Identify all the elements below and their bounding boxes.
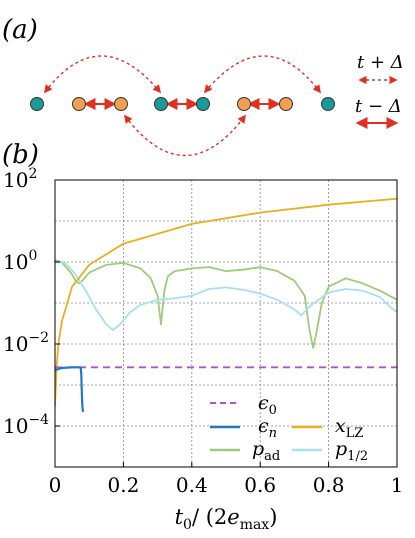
panel-a: (a) t + Δ t − Δ: [2, 15, 404, 157]
panel-b-label: (b): [2, 140, 39, 170]
hop-legend-t-minus: t − Δ: [355, 96, 402, 117]
x-axis-label: t0/ (2emax): [175, 505, 278, 533]
site-teal: [154, 97, 168, 111]
legend: ϵ0 ϵn xLZ pad p1/2: [210, 392, 368, 464]
y-axis-ticks: 102 100 10−2 10−4: [3, 166, 60, 438]
plot-frame: [54, 179, 398, 468]
x-tick-label: 0.2: [107, 473, 139, 497]
legend-label-p12: p1/2: [335, 438, 368, 464]
y-tick-label: 10−4: [3, 412, 49, 438]
series-layer: [55, 197, 397, 413]
series-line: [55, 259, 397, 349]
site-orange: [72, 97, 86, 111]
hop-arc-bottom: [123, 114, 247, 157]
x-tick-label: 0: [49, 473, 62, 497]
x-tick-label: 1: [391, 473, 404, 497]
site-teal: [196, 97, 210, 111]
hop-arc-top-left: [43, 55, 162, 94]
y-tick-label: 10−2: [3, 330, 49, 356]
panel-a-label: (a): [2, 15, 38, 45]
x-tick-label: 0.4: [176, 473, 208, 497]
site-teal: [30, 97, 44, 111]
series-line: [55, 197, 397, 407]
site-teal: [321, 97, 335, 111]
hop-arc-top-right: [203, 55, 322, 94]
legend-label-pad: pad: [252, 438, 280, 464]
hop-legend-t-plus: t + Δ: [357, 52, 404, 73]
site-orange: [114, 97, 128, 111]
site-orange: [237, 97, 251, 111]
x-tick-label: 0.8: [313, 473, 345, 497]
series-line: [55, 366, 85, 413]
x-axis-ticks: 0 0.2 0.4 0.6 0.8 1: [49, 462, 404, 497]
series-line: [55, 261, 397, 331]
site-orange: [279, 97, 293, 111]
y-tick-label: 100: [3, 248, 37, 274]
y-tick-label: 102: [3, 166, 37, 192]
panel-b: (b) 0 0.2 0.4 0.6 0.8 1 102 100 10−2 10−4 t0/ (2…: [2, 140, 403, 533]
x-tick-label: 0.6: [244, 473, 276, 497]
